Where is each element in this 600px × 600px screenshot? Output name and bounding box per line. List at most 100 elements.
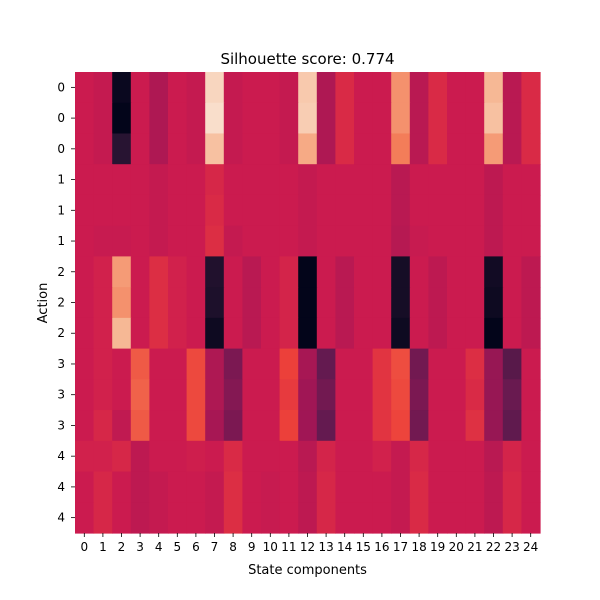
heatmap-cell — [279, 440, 299, 473]
heatmap-cell — [149, 348, 169, 380]
heatmap-cell — [223, 72, 243, 104]
heatmap-cell — [242, 471, 262, 503]
heatmap-cell — [521, 410, 541, 442]
heatmap-cell — [521, 164, 541, 196]
heatmap-cell — [465, 317, 485, 350]
heatmap-cell — [521, 133, 541, 165]
heatmap-cell — [372, 256, 392, 288]
heatmap-cell — [75, 194, 95, 227]
heatmap-cell — [168, 133, 188, 165]
heatmap-cell — [130, 102, 150, 135]
heatmap-cell — [484, 348, 504, 380]
x-axis-ticks: 0 1 2 3 4 5 6 7 8 9 10 11 12 13 14 15 16 17 18 19 20 21 22 23 24 — [80, 533, 538, 554]
heatmap-cell — [409, 133, 429, 165]
heatmap-cell — [447, 317, 467, 350]
heatmap-cell — [465, 471, 485, 503]
x-tick-label: 24 — [523, 540, 538, 554]
heatmap-cell — [75, 72, 95, 104]
heatmap-cell — [130, 287, 150, 319]
heatmap-cell — [335, 410, 355, 442]
heatmap-cell — [130, 317, 150, 350]
heatmap-cell — [465, 133, 485, 165]
heatmap-cell — [447, 133, 467, 165]
heatmap-cell — [279, 164, 299, 196]
heatmap-cell — [409, 225, 429, 257]
x-tick-label: 9 — [248, 540, 256, 554]
x-tick-label: 8 — [229, 540, 237, 554]
heatmap-cell — [242, 194, 262, 227]
heatmap-cell — [465, 348, 485, 380]
heatmap-cells — [75, 72, 541, 534]
heatmap-cell — [447, 287, 467, 319]
x-tick-label: 14 — [337, 540, 352, 554]
heatmap-cell — [149, 379, 169, 411]
heatmap-cell — [112, 133, 132, 165]
heatmap-cell — [279, 410, 299, 442]
heatmap-cell — [447, 410, 467, 442]
heatmap-cell — [372, 471, 392, 503]
heatmap-cell — [205, 72, 225, 104]
heatmap-cell — [93, 287, 113, 319]
x-tick-label: 16 — [374, 540, 389, 554]
heatmap-cell — [335, 194, 355, 227]
heatmap-cell — [205, 410, 225, 442]
heatmap-cell — [447, 348, 467, 380]
heatmap-cell — [372, 317, 392, 350]
heatmap-cell — [168, 471, 188, 503]
heatmap-cell — [186, 194, 206, 227]
x-tick-label: 1 — [99, 540, 107, 554]
heatmap-cell — [428, 287, 448, 319]
heatmap-cell — [335, 471, 355, 503]
heatmap-cell — [186, 256, 206, 288]
heatmap-cell — [409, 72, 429, 104]
heatmap-cell — [391, 317, 411, 350]
heatmap-cell — [335, 502, 355, 534]
heatmap-cell — [409, 348, 429, 380]
heatmap-cell — [409, 379, 429, 411]
heatmap-cell — [298, 410, 318, 442]
heatmap-cell — [205, 440, 225, 473]
heatmap-cell — [93, 256, 113, 288]
heatmap-cell — [372, 194, 392, 227]
heatmap-cell — [298, 102, 318, 135]
heatmap-cell — [335, 379, 355, 411]
heatmap-cell — [149, 317, 169, 350]
x-tick-label: 3 — [136, 540, 144, 554]
heatmap-cell — [428, 471, 448, 503]
heatmap-cell — [372, 164, 392, 196]
heatmap-cell — [149, 502, 169, 534]
heatmap-cell — [465, 440, 485, 473]
heatmap-cell — [75, 225, 95, 257]
heatmap-cell — [261, 72, 281, 104]
heatmap-cell — [149, 287, 169, 319]
heatmap-cell — [409, 317, 429, 350]
heatmap-cell — [75, 133, 95, 165]
heatmap-cell — [112, 72, 132, 104]
heatmap-cell — [149, 164, 169, 196]
heatmap-cell — [391, 133, 411, 165]
heatmap-cell — [279, 102, 299, 135]
heatmap-cell — [354, 194, 374, 227]
heatmap-cell — [484, 440, 504, 473]
x-tick-label: 7 — [211, 540, 219, 554]
heatmap-cell — [428, 133, 448, 165]
y-tick-label: 3 — [57, 357, 65, 371]
heatmap-cell — [149, 133, 169, 165]
heatmap-cell — [75, 164, 95, 196]
heatmap-cell — [168, 348, 188, 380]
heatmap-cell — [465, 102, 485, 135]
heatmap-cell — [130, 164, 150, 196]
heatmap-cell — [75, 379, 95, 411]
heatmap-cell — [521, 256, 541, 288]
heatmap-cell — [223, 471, 243, 503]
x-tick-label: 2 — [118, 540, 126, 554]
heatmap-cell — [391, 410, 411, 442]
heatmap-cell — [261, 256, 281, 288]
heatmap-cell — [168, 194, 188, 227]
heatmap-cell — [242, 133, 262, 165]
heatmap-cell — [298, 72, 318, 104]
heatmap-cell — [168, 102, 188, 135]
y-tick-label: 4 — [57, 511, 65, 525]
heatmap-cell — [261, 225, 281, 257]
heatmap-cell — [149, 440, 169, 473]
